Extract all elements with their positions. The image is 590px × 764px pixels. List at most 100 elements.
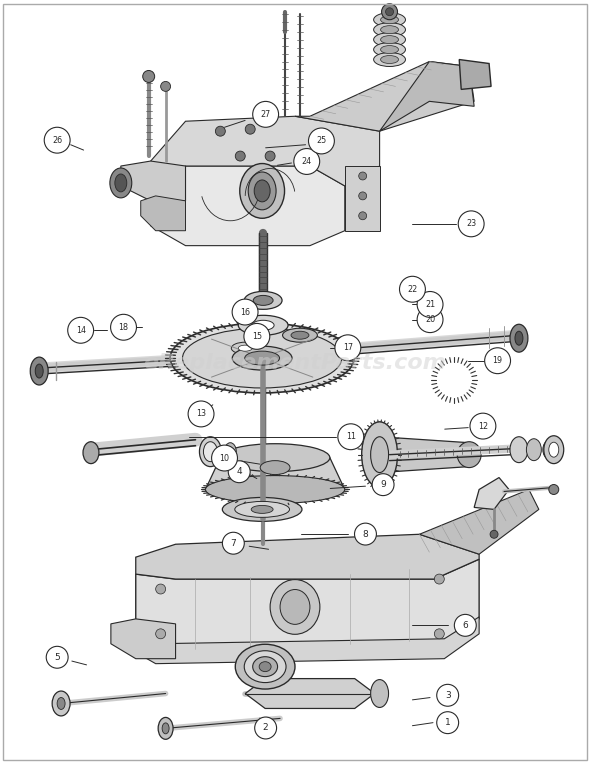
Polygon shape: [245, 678, 375, 708]
Ellipse shape: [224, 442, 236, 461]
Ellipse shape: [373, 23, 405, 37]
Ellipse shape: [549, 442, 559, 457]
Ellipse shape: [373, 33, 405, 47]
Circle shape: [160, 82, 171, 92]
Ellipse shape: [244, 651, 286, 682]
Text: 1: 1: [445, 718, 451, 727]
Circle shape: [382, 4, 398, 20]
Text: 15: 15: [252, 332, 262, 341]
Ellipse shape: [245, 351, 280, 365]
Text: 19: 19: [493, 356, 503, 365]
Circle shape: [359, 212, 366, 220]
Text: 27: 27: [261, 110, 271, 119]
Circle shape: [156, 584, 166, 594]
Circle shape: [309, 128, 335, 154]
Polygon shape: [141, 196, 185, 231]
Ellipse shape: [30, 357, 48, 385]
Circle shape: [188, 401, 214, 427]
Text: 20: 20: [425, 315, 435, 324]
Text: 14: 14: [76, 325, 86, 335]
Ellipse shape: [110, 168, 132, 198]
Ellipse shape: [457, 442, 481, 468]
Ellipse shape: [35, 364, 43, 378]
Polygon shape: [205, 458, 345, 490]
Text: 6: 6: [463, 621, 468, 630]
Circle shape: [355, 523, 376, 545]
Ellipse shape: [543, 441, 555, 458]
Circle shape: [458, 211, 484, 237]
Circle shape: [228, 461, 250, 483]
Ellipse shape: [235, 501, 290, 517]
Circle shape: [143, 70, 155, 83]
Circle shape: [490, 530, 498, 539]
Circle shape: [372, 474, 394, 496]
Circle shape: [437, 712, 458, 733]
Text: 13: 13: [196, 410, 206, 419]
Ellipse shape: [235, 644, 295, 689]
Circle shape: [222, 533, 244, 554]
Ellipse shape: [158, 717, 173, 740]
Circle shape: [265, 151, 275, 161]
Ellipse shape: [253, 657, 277, 677]
Circle shape: [454, 614, 476, 636]
Ellipse shape: [544, 435, 563, 464]
Ellipse shape: [162, 723, 169, 734]
Circle shape: [549, 484, 559, 494]
Circle shape: [386, 8, 394, 16]
Ellipse shape: [205, 475, 345, 503]
Ellipse shape: [510, 324, 528, 352]
Ellipse shape: [182, 329, 342, 388]
Ellipse shape: [280, 590, 310, 624]
Text: 26: 26: [52, 136, 62, 144]
Ellipse shape: [232, 346, 292, 370]
Text: 7: 7: [231, 539, 236, 548]
Polygon shape: [136, 559, 479, 649]
Ellipse shape: [199, 437, 221, 467]
Ellipse shape: [291, 332, 309, 339]
Circle shape: [253, 102, 278, 128]
Ellipse shape: [259, 662, 271, 672]
Ellipse shape: [57, 698, 65, 710]
Text: 11: 11: [346, 432, 356, 442]
Polygon shape: [121, 161, 185, 201]
Ellipse shape: [52, 691, 70, 716]
Ellipse shape: [362, 422, 398, 487]
Circle shape: [359, 192, 366, 200]
Text: 8: 8: [363, 529, 368, 539]
Text: 2: 2: [263, 724, 268, 733]
Polygon shape: [150, 116, 379, 186]
Ellipse shape: [222, 497, 302, 521]
Ellipse shape: [238, 345, 252, 351]
Text: 12: 12: [478, 422, 488, 431]
Text: 9: 9: [380, 480, 386, 489]
Ellipse shape: [83, 442, 99, 464]
Ellipse shape: [373, 13, 405, 27]
Circle shape: [244, 323, 270, 349]
Ellipse shape: [510, 437, 528, 463]
Text: 17: 17: [343, 343, 353, 352]
Ellipse shape: [381, 56, 398, 63]
Polygon shape: [459, 60, 491, 89]
Circle shape: [255, 717, 277, 739]
Circle shape: [44, 128, 70, 153]
Ellipse shape: [248, 172, 276, 210]
Ellipse shape: [220, 444, 330, 471]
Text: 23: 23: [466, 219, 476, 228]
Circle shape: [437, 685, 458, 706]
Ellipse shape: [260, 461, 290, 474]
Ellipse shape: [373, 43, 405, 57]
Circle shape: [470, 413, 496, 439]
Circle shape: [338, 424, 363, 450]
Ellipse shape: [373, 53, 405, 66]
Polygon shape: [474, 478, 509, 510]
Circle shape: [434, 629, 444, 639]
Circle shape: [484, 348, 510, 374]
Ellipse shape: [252, 320, 274, 330]
Circle shape: [68, 317, 94, 343]
Text: 3: 3: [445, 691, 451, 700]
Ellipse shape: [170, 323, 354, 393]
Ellipse shape: [251, 506, 273, 513]
Ellipse shape: [381, 16, 398, 24]
Circle shape: [235, 151, 245, 161]
Circle shape: [46, 646, 68, 668]
